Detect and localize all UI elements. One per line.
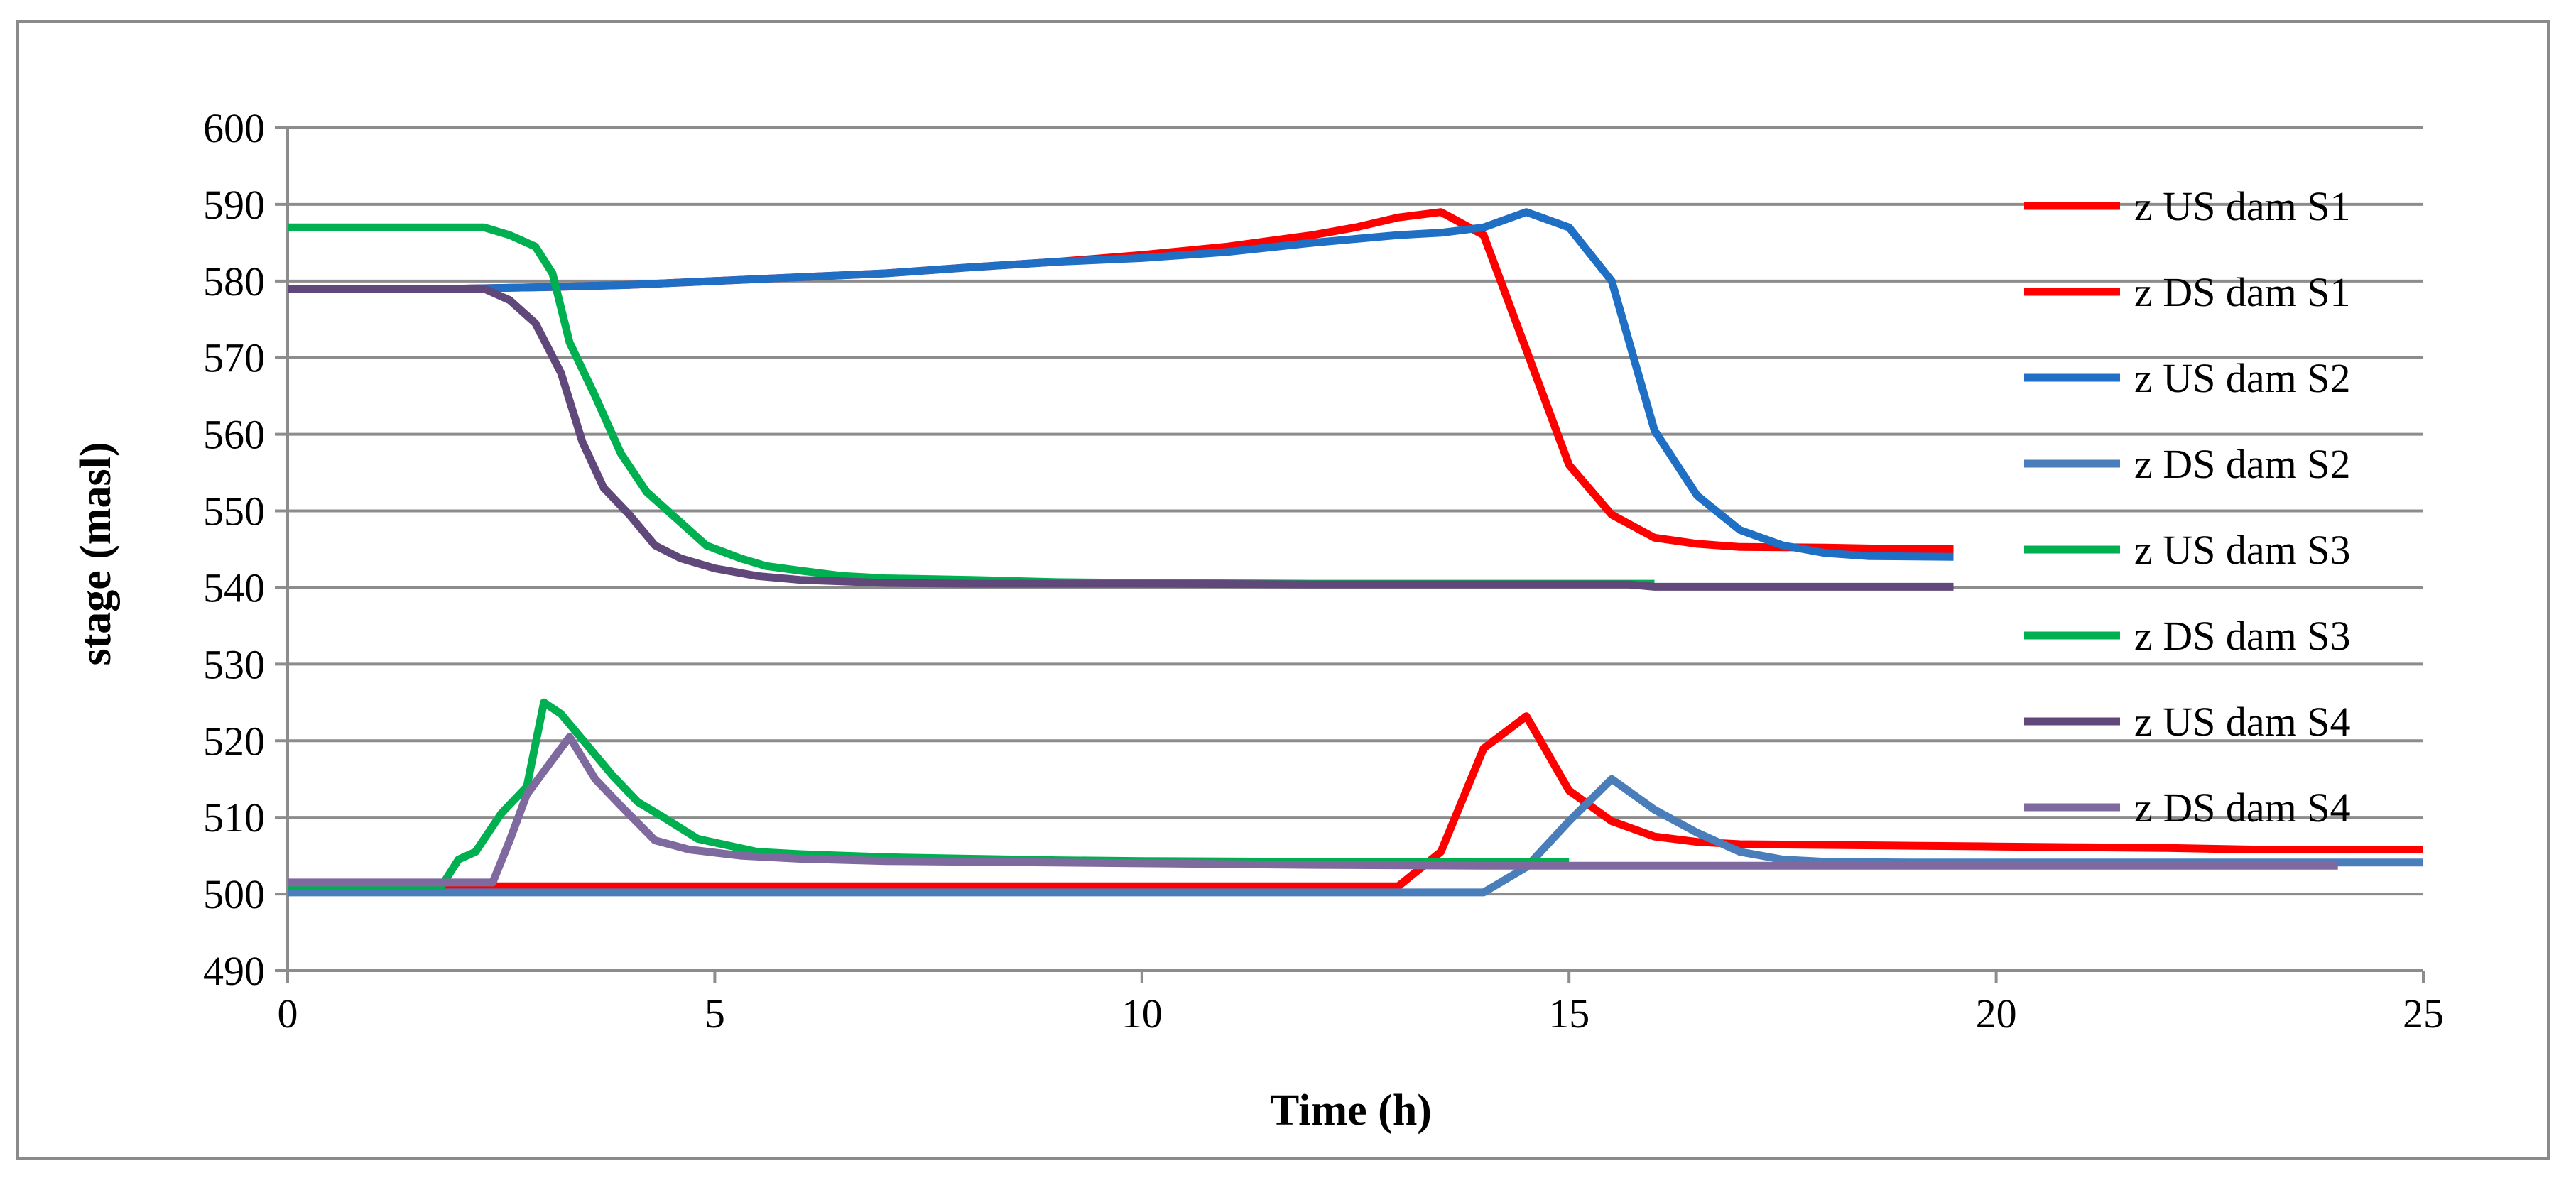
series-line-7 (288, 285, 1954, 591)
y-tick-label: 500 (203, 871, 265, 917)
legend-label: z DS dam S2 (2134, 441, 2351, 487)
x-axis-title: Time (h) (1270, 1086, 1432, 1135)
legend-label: z DS dam S4 (2134, 785, 2351, 831)
legend-label: z US dam S4 (2134, 699, 2351, 745)
x-tick-label: 25 (2403, 990, 2444, 1037)
y-tick-label: 540 (203, 564, 265, 611)
y-tick-label: 520 (203, 718, 265, 764)
series-line-2 (288, 712, 2423, 890)
y-tick-label: 550 (203, 488, 265, 535)
y-tick-label: 590 (203, 182, 265, 228)
legend-label: z US dam S1 (2134, 183, 2351, 229)
x-tick-label: 15 (1548, 990, 1589, 1037)
y-tick-label: 510 (203, 795, 265, 841)
y-tick-label: 570 (203, 335, 265, 381)
series-line-8 (288, 733, 2338, 887)
y-tick-label: 560 (203, 412, 265, 458)
x-tick-label: 0 (278, 990, 298, 1037)
legend-label: z US dam S3 (2134, 527, 2351, 573)
legend-label: z US dam S2 (2134, 355, 2351, 401)
x-tick-label: 10 (1121, 990, 1163, 1037)
series-line-3 (288, 208, 1954, 561)
y-tick-label: 530 (203, 641, 265, 687)
y-tick-label: 600 (203, 105, 265, 151)
legend-label: z DS dam S3 (2134, 613, 2351, 659)
x-tick-label: 20 (1976, 990, 2017, 1037)
legend-label: z DS dam S1 (2134, 269, 2351, 315)
y-tick-label: 490 (203, 948, 265, 994)
y-axis-title: stage (masl) (72, 442, 120, 665)
x-tick-label: 5 (705, 990, 725, 1037)
y-tick-label: 580 (203, 258, 265, 305)
series-lines (288, 208, 2423, 897)
legend: z US dam S1 z DS dam S1 z US dam S2 z DS da… (2024, 183, 2351, 831)
